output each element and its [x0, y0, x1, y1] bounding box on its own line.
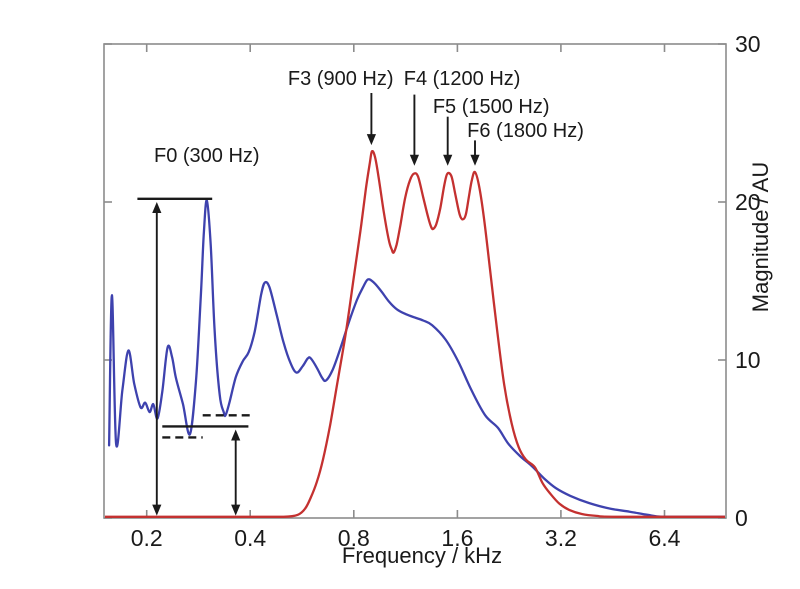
blue-curve [107, 199, 725, 518]
f6-label: F6 (1800 Hz) [467, 120, 584, 142]
x-tick-label-0.8: 0.8 [338, 525, 370, 551]
arrowhead-down [470, 154, 480, 166]
axis-tick-labels: 0.2 0.4 0.8 1.6 3.2 6.4 0 10 20 30 [131, 31, 761, 551]
y-tick-label-0: 0 [735, 505, 748, 531]
arrowhead-down [443, 154, 453, 166]
f4-label: F4 (1200 Hz) [404, 68, 521, 90]
x-tick-label-3.2: 3.2 [545, 525, 577, 551]
x-tick-label-0.4: 0.4 [234, 525, 266, 551]
f5-label: F5 (1500 Hz) [433, 96, 550, 118]
y-tick-label-30: 30 [735, 31, 761, 57]
f0-peak-arrow [152, 202, 162, 516]
x-tick-label-6.4: 6.4 [649, 525, 681, 551]
plot-frame [103, 43, 727, 519]
arrowhead-down [366, 134, 376, 146]
red-curve [105, 149, 725, 518]
f0-label: F0 (300 Hz) [154, 145, 260, 167]
f5-arrow [443, 116, 453, 166]
y-axis-label: Magnitude / AU [748, 162, 773, 312]
axis-ticks [104, 43, 726, 519]
f6-arrow [470, 140, 480, 166]
arrowhead-up [231, 429, 241, 441]
x-tick-label-0.2: 0.2 [131, 525, 163, 551]
x-tick-label-1.6: 1.6 [441, 525, 473, 551]
f3-arrow [366, 93, 376, 146]
y-tick-label-20: 20 [735, 189, 761, 215]
spectrum-curves [105, 149, 725, 518]
arrowhead-down [231, 504, 241, 516]
x-axis-label: Frequency / kHz [342, 543, 502, 568]
f4-arrow [409, 94, 419, 166]
arrowhead-down [152, 504, 162, 516]
f3-label: F3 (900 Hz) [288, 68, 394, 90]
valley-mean-arrow [231, 429, 241, 516]
annotations: F0 (300 Hz) F3 (900 Hz) F4 (1200 Hz) F5 (15… [137, 68, 584, 516]
y-tick-label-10: 10 [735, 347, 761, 373]
arrowhead-up [152, 202, 162, 213]
arrowhead-down [409, 154, 419, 166]
